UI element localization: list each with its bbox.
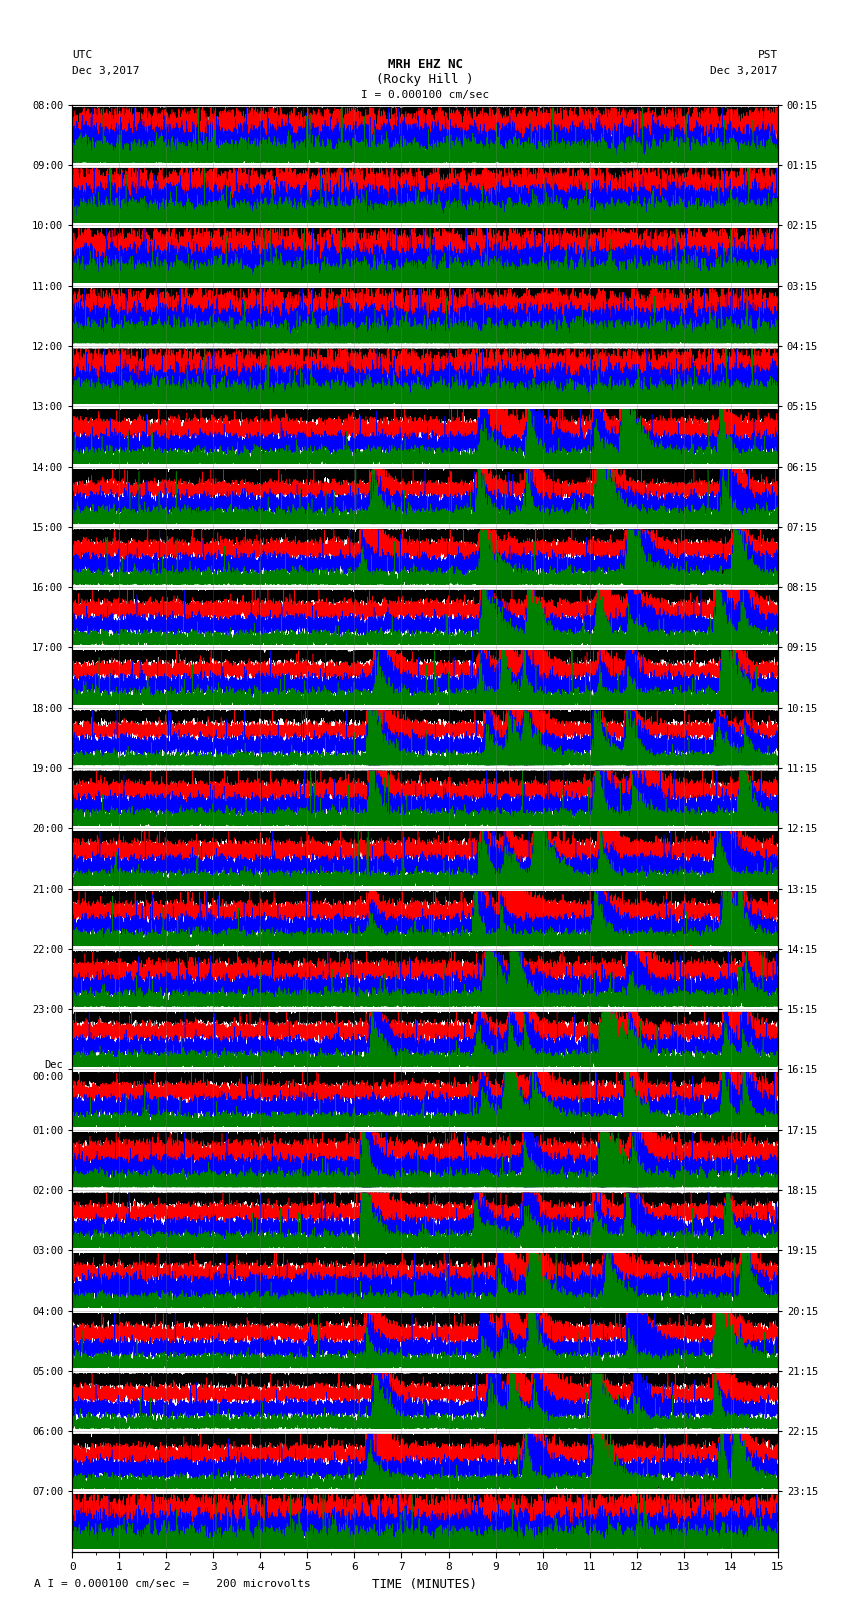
Text: Dec 3,2017: Dec 3,2017 xyxy=(72,66,139,76)
Text: (Rocky Hill ): (Rocky Hill ) xyxy=(377,73,473,85)
Text: UTC: UTC xyxy=(72,50,93,60)
Text: Dec 3,2017: Dec 3,2017 xyxy=(711,66,778,76)
Text: A I = 0.000100 cm/sec =    200 microvolts: A I = 0.000100 cm/sec = 200 microvolts xyxy=(34,1579,311,1589)
Text: I = 0.000100 cm/sec: I = 0.000100 cm/sec xyxy=(361,90,489,100)
Text: PST: PST xyxy=(757,50,778,60)
Text: MRH EHZ NC: MRH EHZ NC xyxy=(388,58,462,71)
X-axis label: TIME (MINUTES): TIME (MINUTES) xyxy=(372,1578,478,1590)
